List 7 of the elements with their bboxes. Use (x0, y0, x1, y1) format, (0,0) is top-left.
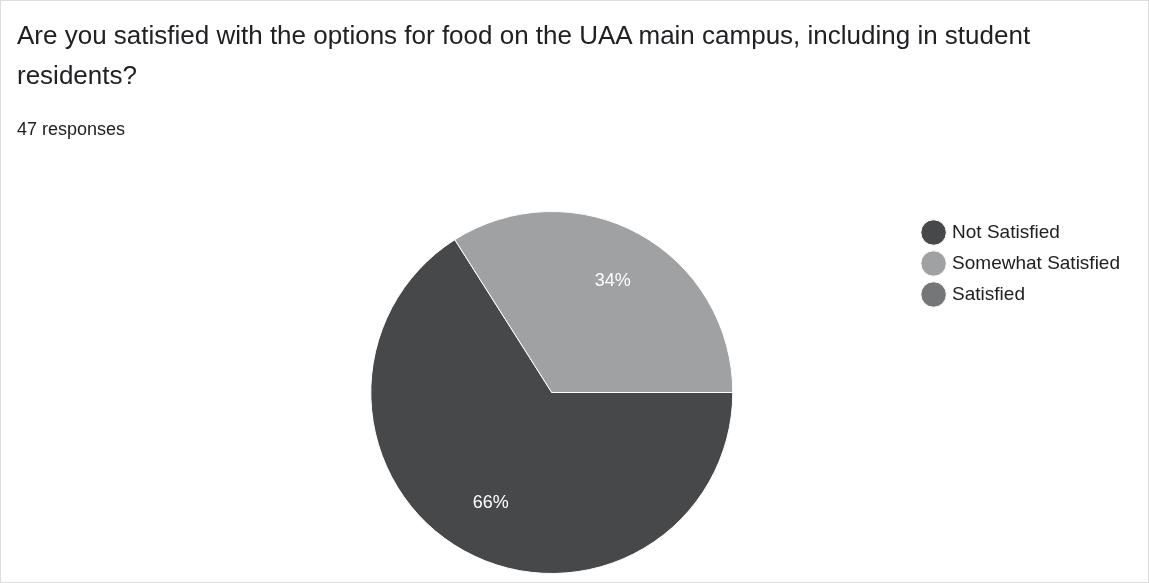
legend-label: Somewhat Satisfied (952, 251, 1120, 273)
text: 47 responses (17, 119, 126, 140)
legend-label: Not Satisfied (952, 220, 1060, 242)
chart-title: Are you satisfied with the options for food on the UAA main campus, including in student residents? (17, 19, 1032, 92)
data-label: 66% (472, 492, 509, 513)
legend-label: Satisfied (952, 282, 1025, 304)
data-label: 34% (594, 270, 631, 291)
